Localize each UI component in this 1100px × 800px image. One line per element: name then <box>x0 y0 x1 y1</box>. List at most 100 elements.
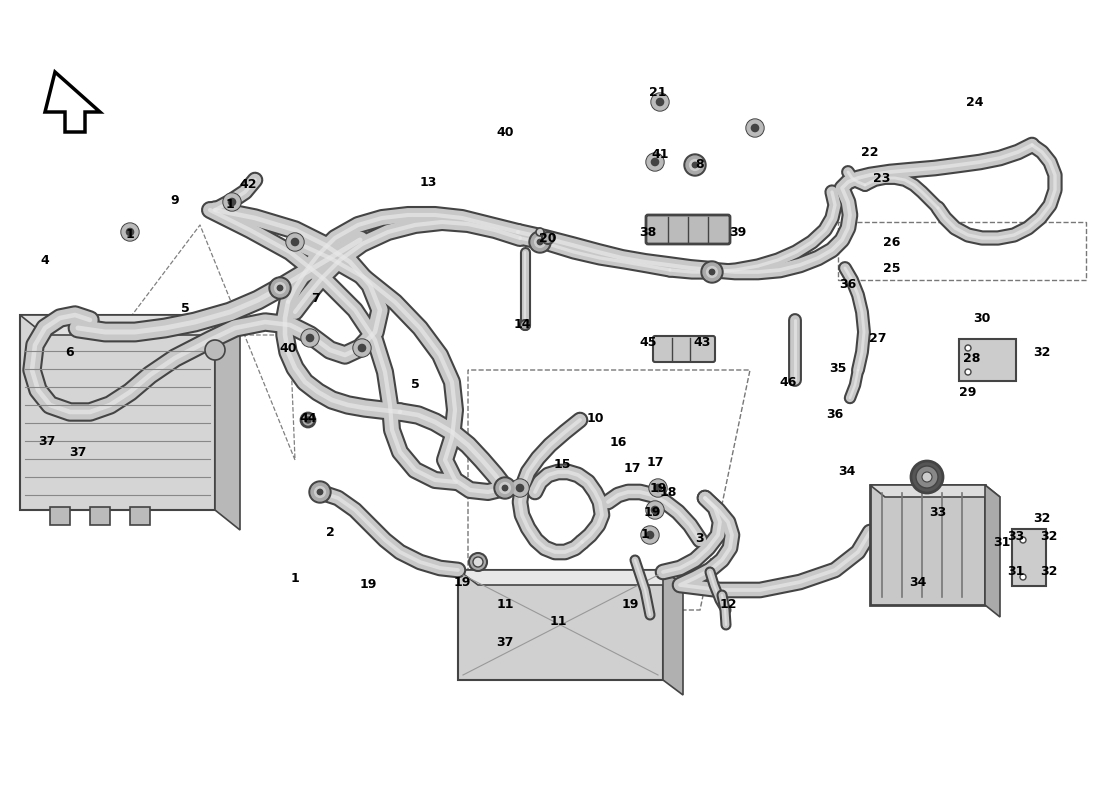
Text: 34: 34 <box>838 465 856 478</box>
Text: 17: 17 <box>624 462 640 474</box>
Circle shape <box>359 344 365 352</box>
Text: 5: 5 <box>410 378 419 391</box>
Circle shape <box>353 339 371 357</box>
Circle shape <box>512 480 528 496</box>
Text: 3: 3 <box>695 531 704 545</box>
Text: 13: 13 <box>419 175 437 189</box>
Circle shape <box>701 261 723 283</box>
Circle shape <box>542 232 554 244</box>
Circle shape <box>537 239 542 245</box>
Circle shape <box>965 369 971 375</box>
Circle shape <box>911 461 943 493</box>
Circle shape <box>229 198 235 206</box>
Text: 45: 45 <box>639 335 657 349</box>
FancyBboxPatch shape <box>1012 529 1046 586</box>
Text: 40: 40 <box>279 342 297 354</box>
Text: 12: 12 <box>719 598 737 611</box>
Circle shape <box>654 484 661 491</box>
Text: 31: 31 <box>993 535 1011 549</box>
Circle shape <box>277 286 283 290</box>
Circle shape <box>126 229 133 235</box>
Text: 7: 7 <box>310 291 319 305</box>
Circle shape <box>205 340 225 360</box>
Circle shape <box>651 158 659 166</box>
Bar <box>458 570 663 680</box>
Circle shape <box>647 531 653 538</box>
Text: 44: 44 <box>299 411 317 425</box>
Circle shape <box>710 270 715 274</box>
Circle shape <box>473 557 483 567</box>
Text: 21: 21 <box>649 86 667 98</box>
Circle shape <box>641 526 659 544</box>
Text: 27: 27 <box>869 331 887 345</box>
Circle shape <box>305 417 311 423</box>
Text: 1: 1 <box>226 198 234 211</box>
Text: 2: 2 <box>326 526 334 538</box>
Circle shape <box>122 224 138 240</box>
Circle shape <box>746 119 764 137</box>
Text: 19: 19 <box>644 506 661 518</box>
Bar <box>90 507 110 525</box>
FancyBboxPatch shape <box>646 215 730 244</box>
Circle shape <box>516 484 524 491</box>
Text: 36: 36 <box>839 278 857 291</box>
Circle shape <box>965 345 971 351</box>
Circle shape <box>307 334 314 342</box>
Circle shape <box>469 553 487 571</box>
Circle shape <box>317 490 322 494</box>
Circle shape <box>311 483 329 501</box>
Text: 1: 1 <box>125 229 134 242</box>
Circle shape <box>657 98 663 106</box>
Circle shape <box>751 124 759 131</box>
Text: 32: 32 <box>1033 346 1050 358</box>
Bar <box>50 507 70 525</box>
Text: 31: 31 <box>1006 565 1024 578</box>
Text: 20: 20 <box>539 231 557 245</box>
Circle shape <box>651 93 669 111</box>
Text: 24: 24 <box>966 95 983 109</box>
Polygon shape <box>870 485 1000 497</box>
Text: 30: 30 <box>974 311 991 325</box>
Circle shape <box>315 486 326 498</box>
Circle shape <box>535 237 546 247</box>
Bar <box>20 315 214 510</box>
Text: 37: 37 <box>496 635 514 649</box>
FancyBboxPatch shape <box>653 336 715 362</box>
Text: 33: 33 <box>1006 530 1024 543</box>
Text: 28: 28 <box>964 351 981 365</box>
Circle shape <box>286 233 304 251</box>
Text: 23: 23 <box>873 171 891 185</box>
Circle shape <box>301 413 315 427</box>
Circle shape <box>647 502 663 518</box>
Text: 19: 19 <box>360 578 376 591</box>
Polygon shape <box>214 315 240 530</box>
Circle shape <box>686 156 704 174</box>
Circle shape <box>642 527 658 543</box>
Circle shape <box>496 479 514 497</box>
FancyBboxPatch shape <box>959 339 1016 381</box>
Text: 1: 1 <box>290 571 299 585</box>
Text: 32: 32 <box>1040 530 1057 543</box>
Text: 10: 10 <box>586 411 604 425</box>
Polygon shape <box>45 72 100 132</box>
Circle shape <box>536 228 544 236</box>
Circle shape <box>684 154 706 176</box>
Text: 14: 14 <box>514 318 530 331</box>
Text: 38: 38 <box>639 226 657 238</box>
Circle shape <box>121 223 139 241</box>
Circle shape <box>922 472 932 482</box>
Circle shape <box>354 340 370 356</box>
Text: 6: 6 <box>66 346 75 358</box>
Text: 32: 32 <box>1040 565 1057 578</box>
Text: 8: 8 <box>695 158 704 171</box>
Text: 25: 25 <box>883 262 901 274</box>
Circle shape <box>690 160 701 170</box>
Circle shape <box>287 234 303 250</box>
Text: 29: 29 <box>959 386 977 398</box>
Text: 19: 19 <box>649 482 667 494</box>
Circle shape <box>271 279 289 297</box>
Text: 1: 1 <box>640 529 649 542</box>
Text: 37: 37 <box>39 435 55 448</box>
Text: 46: 46 <box>779 375 796 389</box>
Text: 15: 15 <box>553 458 571 471</box>
